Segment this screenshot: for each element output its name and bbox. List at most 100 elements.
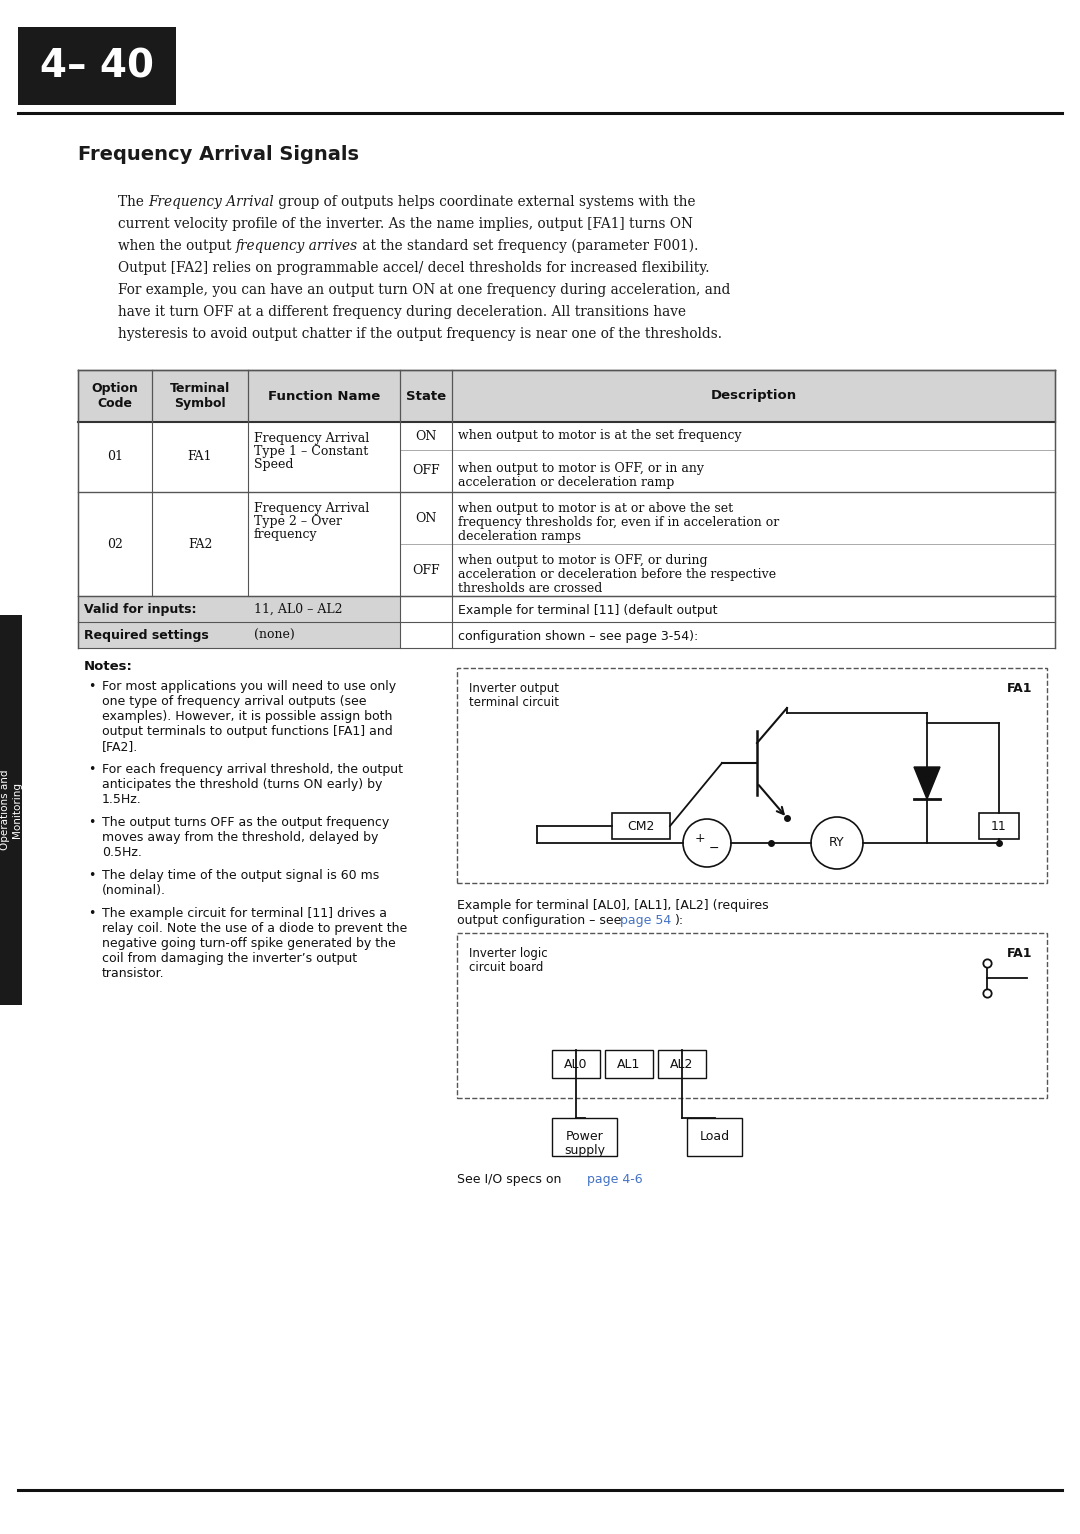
Bar [687, 1118, 742, 1157]
Bar [978, 813, 1020, 839]
Text: negative going turn-off spike generated by the: negative going turn-off spike generated … [102, 937, 395, 950]
Text: AL2: AL2 [671, 1057, 693, 1071]
Text: •: • [87, 816, 95, 828]
Text: 0.5Hz.: 0.5Hz. [102, 845, 141, 859]
Bar [78, 621, 400, 647]
Text: Speed: Speed [254, 459, 294, 471]
Text: 11: 11 [991, 819, 1007, 833]
Text: Type 1 – Constant: Type 1 – Constant [254, 445, 368, 459]
Text: +: + [694, 831, 705, 845]
Text: Required settings: Required settings [84, 629, 208, 641]
Bar [552, 1118, 617, 1157]
Text: (none): (none) [254, 629, 295, 641]
Text: 11, AL0 – AL2: 11, AL0 – AL2 [254, 603, 342, 615]
Text: output terminals to output functions [FA1] and: output terminals to output functions [FA… [102, 726, 393, 738]
Text: Description: Description [711, 390, 797, 402]
Text: FA1: FA1 [1007, 683, 1032, 695]
Text: when output to motor is at or above the set: when output to motor is at or above the … [458, 502, 733, 515]
Text: For example, you can have an output turn ON at one frequency during acceleration: For example, you can have an output turn… [118, 282, 730, 298]
Text: coil from damaging the inverter’s output: coil from damaging the inverter’s output [102, 953, 357, 965]
Text: thresholds are crossed: thresholds are crossed [458, 581, 603, 595]
Text: Operations and
Monitoring: Operations and Monitoring [0, 770, 22, 850]
Text: Terminal
Symbol: Terminal Symbol [170, 382, 230, 410]
Text: •: • [87, 762, 95, 776]
Polygon shape [914, 767, 940, 799]
Text: Inverter output: Inverter output [469, 683, 559, 695]
Text: one type of frequency arrival outputs (see: one type of frequency arrival outputs (s… [102, 695, 366, 709]
Text: 4– 40: 4– 40 [40, 48, 154, 84]
Text: Function Name: Function Name [268, 390, 380, 402]
Text: CM2: CM2 [627, 819, 654, 833]
Text: Frequency Arrival Signals: Frequency Arrival Signals [78, 146, 359, 164]
Bar [457, 667, 1047, 884]
Text: State: State [406, 390, 446, 402]
Text: when the output: when the output [118, 239, 235, 253]
Text: deceleration ramps: deceleration ramps [458, 531, 581, 543]
Text: acceleration or deceleration ramp: acceleration or deceleration ramp [458, 476, 674, 489]
Text: The example circuit for terminal [11] drives a: The example circuit for terminal [11] dr… [102, 907, 387, 920]
Circle shape [811, 818, 863, 868]
Text: when output to motor is at the set frequency: when output to motor is at the set frequ… [458, 430, 742, 442]
Text: For most applications you will need to use only: For most applications you will need to u… [102, 680, 396, 693]
Text: FA2: FA2 [188, 537, 212, 551]
Text: page 4-6: page 4-6 [588, 1174, 643, 1186]
Text: •: • [87, 680, 95, 693]
Text: Frequency Arrival: Frequency Arrival [254, 433, 369, 445]
Text: anticipates the threshold (turns ON early) by: anticipates the threshold (turns ON earl… [102, 778, 382, 792]
Text: relay coil. Note the use of a diode to prevent the: relay coil. Note the use of a diode to p… [102, 922, 407, 936]
Circle shape [683, 819, 731, 867]
Text: frequency: frequency [254, 528, 318, 542]
Text: hysteresis to avoid output chatter if the output frequency is near one of the th: hysteresis to avoid output chatter if th… [118, 327, 723, 341]
Text: Example for terminal [AL0], [AL1], [AL2] (requires: Example for terminal [AL0], [AL1], [AL2]… [457, 899, 769, 913]
Bar [658, 1049, 706, 1078]
Text: Type 2 – Over: Type 2 – Over [254, 515, 342, 528]
Text: frequency thresholds for, even if in acceleration or: frequency thresholds for, even if in acc… [458, 515, 780, 529]
Bar [0, 615, 22, 1005]
Text: [FA2].: [FA2]. [102, 739, 138, 753]
Text: output configuration – see: output configuration – see [457, 914, 625, 927]
Text: The output turns OFF as the output frequency: The output turns OFF as the output frequ… [102, 816, 389, 828]
Text: −: − [708, 842, 719, 854]
Text: acceleration or deceleration before the respective: acceleration or deceleration before the … [458, 568, 777, 581]
Text: Load: Load [700, 1131, 730, 1143]
Text: OFF: OFF [413, 465, 440, 477]
Text: The: The [118, 195, 148, 209]
Text: moves away from the threshold, delayed by: moves away from the threshold, delayed b… [102, 831, 378, 844]
Text: Inverter logic: Inverter logic [469, 946, 548, 960]
Bar [18, 28, 176, 104]
Text: supply: supply [564, 1144, 605, 1157]
Text: 01: 01 [107, 451, 123, 463]
Bar [78, 370, 1055, 422]
Text: (nominal).: (nominal). [102, 884, 166, 897]
Text: Example for terminal [11] (default output: Example for terminal [11] (default outpu… [458, 604, 717, 617]
Text: 1.5Hz.: 1.5Hz. [102, 793, 141, 805]
Text: when output to motor is OFF, or in any: when output to motor is OFF, or in any [458, 462, 704, 476]
Bar [552, 1049, 600, 1078]
Bar [78, 597, 400, 621]
Text: ON: ON [416, 511, 436, 525]
Text: Power: Power [566, 1131, 604, 1143]
Text: AL1: AL1 [618, 1057, 640, 1071]
Text: Frequency Arrival: Frequency Arrival [148, 195, 274, 209]
Text: transistor.: transistor. [102, 966, 164, 980]
Text: circuit board: circuit board [469, 960, 543, 974]
Text: have it turn OFF at a different frequency during deceleration. All transitions h: have it turn OFF at a different frequenc… [118, 305, 686, 319]
Text: See I/O specs on: See I/O specs on [457, 1174, 565, 1186]
Text: current velocity profile of the inverter. As the name implies, output [FA1] turn: current velocity profile of the inverter… [118, 216, 693, 232]
Text: FA1: FA1 [188, 451, 213, 463]
Text: configuration shown – see page 3-54):: configuration shown – see page 3-54): [458, 630, 699, 643]
Text: ON: ON [416, 430, 436, 442]
Text: AL0: AL0 [564, 1057, 588, 1071]
Bar [457, 933, 1047, 1098]
Text: when output to motor is OFF, or during: when output to motor is OFF, or during [458, 554, 707, 568]
Text: •: • [87, 907, 95, 920]
Text: at the standard set frequency (parameter F001).: at the standard set frequency (parameter… [357, 239, 699, 253]
Text: For each frequency arrival threshold, the output: For each frequency arrival threshold, th… [102, 762, 403, 776]
Text: The delay time of the output signal is 60 ms: The delay time of the output signal is 6… [102, 868, 379, 882]
Bar [612, 813, 670, 839]
Text: OFF: OFF [413, 563, 440, 577]
Text: Frequency Arrival: Frequency Arrival [254, 502, 369, 515]
Text: Valid for inputs:: Valid for inputs: [84, 603, 197, 615]
Bar [605, 1049, 653, 1078]
Text: examples). However, it is possible assign both: examples). However, it is possible assig… [102, 710, 392, 723]
